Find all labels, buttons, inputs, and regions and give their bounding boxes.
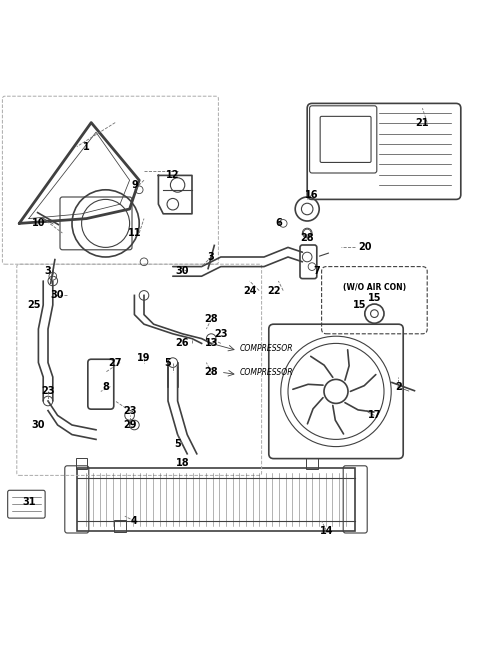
- Text: 20: 20: [358, 242, 372, 253]
- Text: 1: 1: [83, 141, 90, 151]
- Bar: [76, 458, 87, 469]
- Text: 28: 28: [204, 367, 218, 377]
- Bar: [114, 520, 126, 532]
- Text: 23: 23: [41, 386, 55, 396]
- Text: 15: 15: [368, 293, 381, 303]
- Text: 30: 30: [51, 290, 64, 301]
- Text: 21: 21: [416, 118, 429, 128]
- Text: 24: 24: [243, 286, 256, 295]
- Text: 3: 3: [208, 252, 215, 262]
- Text: COMPRESSOR: COMPRESSOR: [240, 368, 293, 376]
- Text: 11: 11: [128, 228, 141, 238]
- Bar: [77, 468, 355, 530]
- Text: 12: 12: [166, 170, 180, 180]
- Text: 8: 8: [102, 382, 109, 392]
- Text: COMPRESSOR: COMPRESSOR: [240, 343, 293, 353]
- Text: 19: 19: [137, 353, 151, 363]
- Text: 23: 23: [214, 329, 228, 339]
- Bar: [306, 458, 318, 469]
- Text: 28: 28: [204, 315, 218, 324]
- Text: 3: 3: [45, 266, 51, 276]
- Text: 14: 14: [320, 526, 333, 536]
- Text: 6: 6: [275, 218, 282, 228]
- Text: 25: 25: [27, 300, 40, 310]
- Text: 2: 2: [395, 382, 402, 392]
- Text: 17: 17: [368, 411, 381, 420]
- Text: 18: 18: [176, 459, 189, 468]
- Text: 7: 7: [313, 266, 320, 276]
- Text: (W/O AIR CON): (W/O AIR CON): [343, 284, 406, 292]
- Text: 27: 27: [108, 357, 122, 368]
- Text: 5: 5: [174, 439, 181, 449]
- Text: 16: 16: [305, 190, 319, 199]
- Text: 9: 9: [131, 180, 138, 190]
- Text: 15: 15: [353, 300, 367, 310]
- Text: 4: 4: [131, 516, 138, 526]
- Text: 26: 26: [176, 338, 189, 348]
- Text: 13: 13: [204, 338, 218, 348]
- Text: 30: 30: [32, 420, 45, 430]
- Text: 5: 5: [165, 357, 171, 368]
- Text: 23: 23: [123, 405, 136, 416]
- Text: 31: 31: [22, 497, 36, 507]
- Text: 22: 22: [267, 286, 280, 295]
- Text: 10: 10: [32, 218, 45, 228]
- Text: 28: 28: [300, 233, 314, 243]
- Text: 29: 29: [123, 420, 136, 430]
- Text: 30: 30: [176, 266, 189, 276]
